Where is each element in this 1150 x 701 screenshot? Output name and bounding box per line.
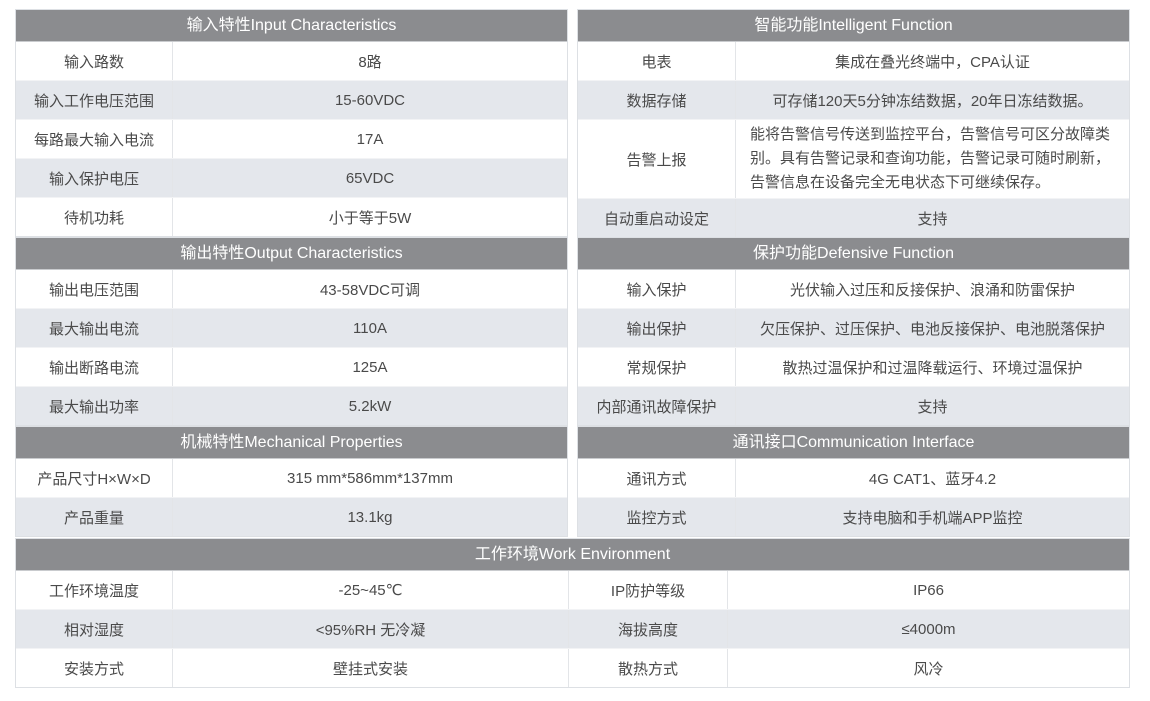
row-value: 43-58VDC可调 (319, 281, 421, 299)
table-row: 内部通讯故障保护 支持 (578, 387, 1129, 425)
row-label: 自动重启动设定 (578, 199, 736, 237)
table-row: 每路最大输入电流 17A (16, 120, 567, 159)
section-header: 输入特性Input Characteristics (16, 10, 567, 42)
row-value: 125A (352, 358, 388, 376)
row-value: 65VDC (345, 169, 395, 187)
row-label: 输出保护 (578, 309, 736, 347)
table-row: 输入工作电压范围 15-60VDC (16, 81, 567, 120)
row-value: 小于等于5W (328, 209, 412, 227)
input-characteristics-table: 输入特性Input Characteristics 输入路数 8路输入工作电压范围 1… (15, 9, 568, 237)
intelligent-function-table: 智能功能Intelligent Function 电表 集成在叠光终端中，CPA认证… (577, 9, 1130, 238)
section-header: 通讯接口Communication Interface (578, 427, 1129, 459)
table-row: 输入保护 光伏输入过压和反接保护、浪涌和防雷保护 (578, 270, 1129, 309)
row-label: 输入工作电压范围 (16, 81, 173, 119)
row-value: 支持电脑和手机端APP监控 (842, 509, 1023, 527)
row-label: 通讯方式 (578, 459, 736, 497)
row-label: 输入保护 (578, 270, 736, 308)
table-row: 通讯方式 4G CAT1、蓝牙4.2 (578, 459, 1129, 498)
table-row: 告警上报 能将告警信号传送到监控平台，告警信号可区分故障类别。具有告警记录和查询功… (578, 120, 1129, 199)
table-row: 产品重量 13.1kg (16, 498, 567, 536)
row-value: 5.2kW (348, 397, 392, 415)
output-characteristics-table: 输出特性Output Characteristics 输出电压范围 43-58VDC… (15, 237, 568, 426)
row-value: 可存储120天5分钟冻结数据，20年日冻结数据。 (772, 92, 1093, 110)
row-value: 壁挂式安装 (173, 649, 569, 687)
table-row: 电表 集成在叠光终端中，CPA认证 (578, 42, 1129, 81)
row-label: 内部通讯故障保护 (578, 387, 736, 425)
row-label: 告警上报 (578, 120, 736, 198)
row-label: 数据存储 (578, 81, 736, 119)
row-value: 能将告警信号传送到监控平台，告警信号可区分故障类别。具有告警记录和查询功能，告警… (750, 126, 1111, 191)
table-row: 输出保护 欠压保护、过压保护、电池反接保护、电池脱落保护 (578, 309, 1129, 348)
mechanical-properties-table: 机械特性Mechanical Properties 产品尺寸H×W×D 315 mm… (15, 426, 568, 537)
work-environment-table: 工作环境Work Environment 工作环境温度 -25~45℃ IP防护等级 I… (15, 538, 1130, 688)
row-label: 最大输出功率 (16, 387, 173, 425)
row-label: 待机功耗 (16, 198, 173, 236)
row-label: 产品重量 (16, 498, 173, 536)
row-value: -25~45℃ (173, 571, 569, 609)
row-value: 110A (353, 319, 387, 337)
table-row: 工作环境温度 -25~45℃ IP防护等级 IP66 (16, 571, 1129, 610)
row-value: 4G CAT1、蓝牙4.2 (868, 470, 997, 488)
defensive-function-table: 保护功能Defensive Function 输入保护 光伏输入过压和反接保护、浪涌… (577, 237, 1130, 426)
row-label: 输入保护电压 (16, 159, 173, 197)
table-row: 产品尺寸H×W×D 315 mm*586mm*137mm (16, 459, 567, 498)
row-value: <95%RH 无冷凝 (173, 610, 569, 648)
row-value: 15-60VDC (334, 91, 406, 109)
section-header: 输出特性Output Characteristics (16, 238, 567, 270)
row-value: IP66 (913, 581, 944, 599)
communication-interface-table: 通讯接口Communication Interface 通讯方式 4G CAT1、蓝… (577, 426, 1130, 537)
table-row: 相对湿度 <95%RH 无冷凝 海拔高度 ≤4000m (16, 610, 1129, 649)
row-value: 集成在叠光终端中，CPA认证 (835, 53, 1030, 71)
row-value: 315 mm*586mm*137mm (287, 469, 453, 487)
row-label: 监控方式 (578, 498, 736, 536)
section-header: 工作环境Work Environment (16, 539, 1129, 571)
row-label: 输出断路电流 (16, 348, 173, 386)
row-value: 支持 (917, 210, 948, 228)
table-row: 常规保护 散热过温保护和过温降载运行、环境过温保护 (578, 348, 1129, 387)
row-value: 散热过温保护和过温降载运行、环境过温保护 (782, 359, 1083, 377)
row-label: 输出电压范围 (16, 270, 173, 308)
row-label: 散热方式 (569, 649, 728, 687)
row-label: 每路最大输入电流 (16, 120, 173, 158)
row-label: 安装方式 (16, 649, 173, 687)
row-value: 17A (356, 130, 384, 148)
row-label: 电表 (578, 42, 736, 80)
row-label: 相对湿度 (16, 610, 173, 648)
row-value: 光伏输入过压和反接保护、浪涌和防雷保护 (789, 281, 1075, 299)
row-value: 13.1kg (347, 508, 393, 526)
table-row: 自动重启动设定 支持 (578, 199, 1129, 237)
table-row: 数据存储 可存储120天5分钟冻结数据，20年日冻结数据。 (578, 81, 1129, 120)
table-row: 待机功耗 小于等于5W (16, 198, 567, 236)
row-label: 工作环境温度 (16, 571, 173, 609)
section-header: 机械特性Mechanical Properties (16, 427, 567, 459)
table-row: 最大输出功率 5.2kW (16, 387, 567, 425)
section-header: 保护功能Defensive Function (578, 238, 1129, 270)
table-row: 监控方式 支持电脑和手机端APP监控 (578, 498, 1129, 536)
row-label: 产品尺寸H×W×D (16, 459, 173, 497)
table-row: 安装方式 壁挂式安装 散热方式 风冷 (16, 649, 1129, 687)
row-label: 海拔高度 (569, 610, 728, 648)
row-value: 支持 (917, 398, 948, 416)
row-value: 风冷 (913, 660, 944, 678)
row-value: 8路 (358, 53, 382, 71)
row-value: 欠压保护、过压保护、电池反接保护、电池脱落保护 (759, 320, 1105, 338)
row-label: 输入路数 (16, 42, 173, 80)
table-row: 最大输出电流 110A (16, 309, 567, 348)
table-row: 输入路数 8路 (16, 42, 567, 81)
row-value: ≤4000m (901, 620, 956, 638)
table-row: 输入保护电压 65VDC (16, 159, 567, 198)
row-label: 常规保护 (578, 348, 736, 386)
table-row: 输出断路电流 125A (16, 348, 567, 387)
row-label: IP防护等级 (569, 571, 728, 609)
section-header: 智能功能Intelligent Function (578, 10, 1129, 42)
row-label: 最大输出电流 (16, 309, 173, 347)
table-row: 输出电压范围 43-58VDC可调 (16, 270, 567, 309)
